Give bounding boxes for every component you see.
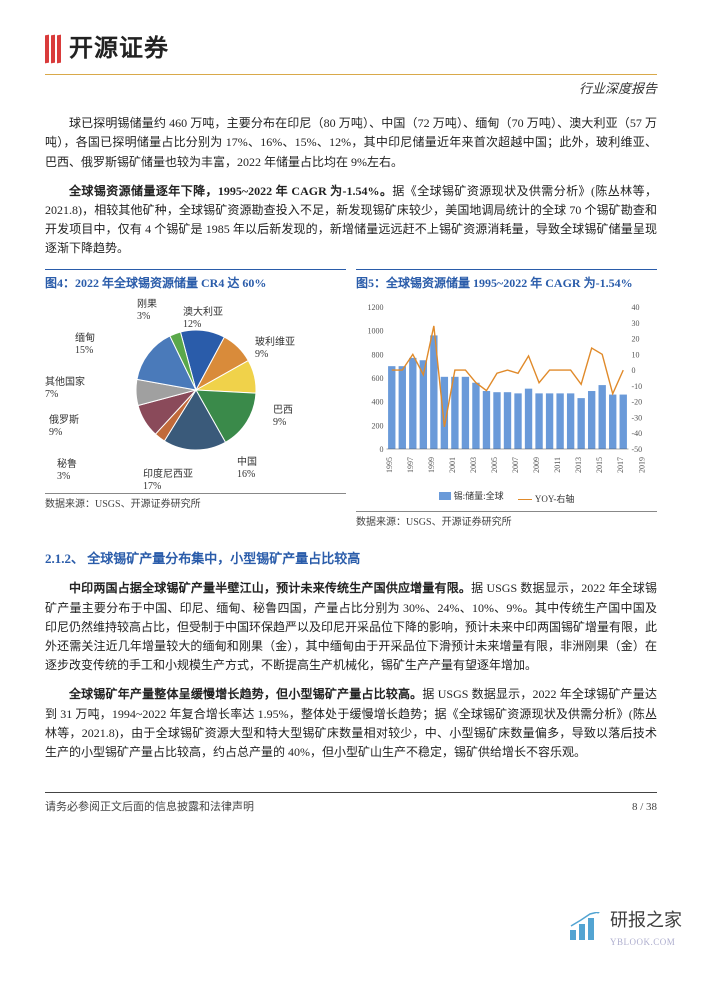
pie-slice-label: 缅甸15% <box>75 333 95 357</box>
svg-text:40: 40 <box>632 303 640 312</box>
paragraph-2: 全球锡资源储量逐年下降，1995~2022 年 CAGR 为-1.54%。据《全… <box>45 182 657 259</box>
svg-text:-20: -20 <box>632 397 643 406</box>
svg-text:10: 10 <box>632 350 640 359</box>
svg-text:1997: 1997 <box>406 457 415 473</box>
pie-slice-label: 玻利维亚9% <box>255 337 295 361</box>
svg-text:2003: 2003 <box>469 457 478 473</box>
svg-text:2011: 2011 <box>553 457 562 473</box>
svg-text:2005: 2005 <box>490 457 499 473</box>
svg-text:1000: 1000 <box>368 326 384 335</box>
pie-slice-label: 其他国家7% <box>45 377 85 401</box>
svg-text:-30: -30 <box>632 413 643 422</box>
brand-name: 开源证券 <box>69 30 169 68</box>
fig4-chart: 澳大利亚12%玻利维亚9%巴西9%中国16%印度尼西亚17%秘鲁3%俄罗斯9%其… <box>45 299 346 489</box>
svg-text:-40: -40 <box>632 429 643 438</box>
section-2-1-2-title: 2.1.2、 全球锡矿产量分布集中，小型锡矿产量占比较高 <box>45 549 657 570</box>
footer: 请务必参阅正文后面的信息披露和法律声明 8 / 38 <box>45 792 657 817</box>
svg-text:0: 0 <box>632 366 636 375</box>
legend-line-label: YOY-右轴 <box>535 492 575 506</box>
p2-bold: 全球锡资源储量逐年下降，1995~2022 年 CAGR 为-1.54%。 <box>69 184 392 198</box>
p4-bold: 全球锡矿年产量整体呈缓慢增长趋势，但小型锡矿产量占比较高。 <box>69 687 422 701</box>
fig4-source: 数据来源：USGS、开源证券研究所 <box>45 493 346 513</box>
pie-chart-svg <box>116 310 276 470</box>
svg-text:600: 600 <box>372 374 384 383</box>
svg-text:200: 200 <box>372 421 384 430</box>
pie-slice-label: 秘鲁3% <box>57 459 77 483</box>
footer-page: 8 / 38 <box>632 799 657 817</box>
svg-text:2013: 2013 <box>574 457 583 473</box>
fig5-source: 数据来源：USGS、开源证券研究所 <box>356 511 657 531</box>
svg-text:400: 400 <box>372 397 384 406</box>
svg-text:0: 0 <box>380 445 384 454</box>
p3-bold: 中印两国占据全球锡矿产量半壁江山，预计未来传统生产国供应增量有限。 <box>69 581 471 595</box>
figure-4: 图4：2022 年全球锡资源储量 CR4 达 60% 澳大利亚12% 玻利维亚9%… <box>45 269 346 531</box>
fig5-chart: 0 200 400 600 800 1000 1200 -50 -40 -30 -20 -10 0 10 2… <box>356 299 657 489</box>
footer-disclaimer: 请务必参阅正文后面的信息披露和法律声明 <box>45 799 254 817</box>
fig4-title: 图4：2022 年全球锡资源储量 CR4 达 60% <box>45 269 346 293</box>
svg-text:1200: 1200 <box>368 303 384 312</box>
paragraph-4: 全球锡矿年产量整体呈缓慢增长趋势，但小型锡矿产量占比较高。据 USGS 数据显示… <box>45 685 657 762</box>
watermark: 研报之家 YBLOOK.COM <box>568 906 682 949</box>
svg-text:1999: 1999 <box>427 457 436 473</box>
pie-slice-label: 澳大利亚12% <box>183 307 223 331</box>
svg-text:2001: 2001 <box>448 457 457 473</box>
svg-text:2015: 2015 <box>595 457 604 473</box>
svg-text:800: 800 <box>372 350 384 359</box>
figure-5: 图5：全球锡资源储量 1995~2022 年 CAGR 为-1.54% 0200… <box>356 269 657 531</box>
header: 开源证券 <box>45 30 657 75</box>
watermark-name: 研报之家 <box>610 906 682 935</box>
watermark-domain: YBLOOK.COM <box>610 935 682 949</box>
svg-text:2009: 2009 <box>532 457 541 473</box>
logo-stripes-icon <box>45 35 61 63</box>
paragraph-3: 中印两国占据全球锡矿产量半壁江山，预计未来传统生产国供应增量有限。据 USGS … <box>45 579 657 675</box>
pie-slice-label: 俄罗斯9% <box>49 415 79 439</box>
brand-logo: 开源证券 <box>45 30 169 68</box>
paragraph-1: 球已探明锡储量约 460 万吨，主要分布在印尼（80 万吨）、中国（72 万吨）… <box>45 114 657 172</box>
svg-text:2007: 2007 <box>511 457 520 473</box>
watermark-chart-icon <box>568 912 604 942</box>
doc-type-label: 行业深度报告 <box>45 79 657 100</box>
legend-bar-label: 锡:储量:全球 <box>454 489 504 503</box>
svg-text:-50: -50 <box>632 445 643 454</box>
fig5-title: 图5：全球锡资源储量 1995~2022 年 CAGR 为-1.54% <box>356 269 657 293</box>
pie-slice-label: 印度尼西亚17% <box>143 469 193 493</box>
pie-slice-label: 巴西9% <box>273 405 293 429</box>
svg-text:1995: 1995 <box>385 457 394 473</box>
svg-text:20: 20 <box>632 334 640 343</box>
pie-slice-label: 中国16% <box>237 457 257 481</box>
pie-slice-label: 刚果3% <box>137 299 157 323</box>
svg-text:2017: 2017 <box>616 457 625 473</box>
fig5-legend: 锡:储量:全球 YOY-右轴 <box>356 489 657 507</box>
svg-text:2019: 2019 <box>637 457 646 473</box>
barline-svg: 0 200 400 600 800 1000 1200 -50 -40 -30 -20 -10 0 10 2… <box>356 299 657 489</box>
svg-text:-10: -10 <box>632 382 643 391</box>
svg-text:30: 30 <box>632 318 640 327</box>
